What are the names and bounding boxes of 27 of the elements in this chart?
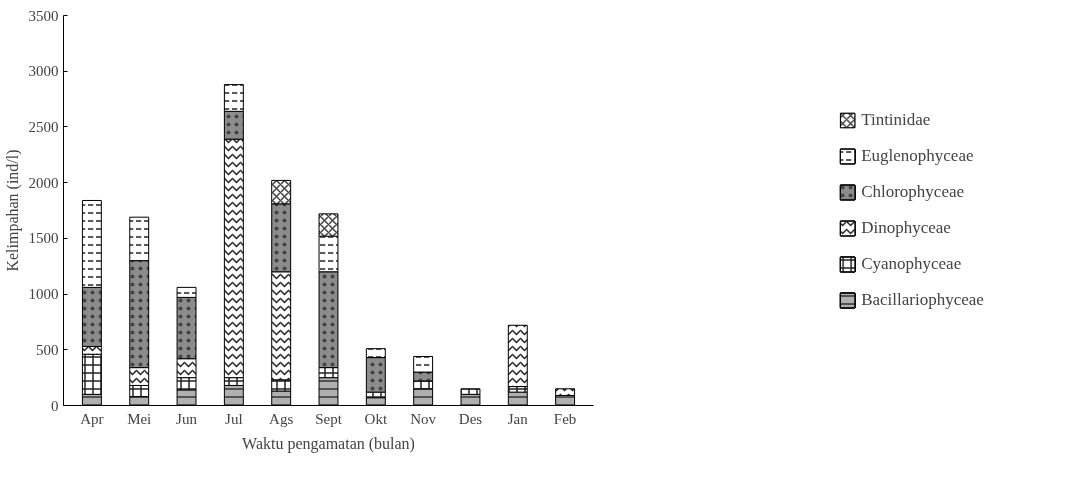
x-tick-label: Okt [364,410,388,427]
legend-label: Dinophyceae [861,218,951,238]
y-tick-label: 500 [36,341,59,358]
x-tick-label: Apr [80,410,104,427]
legend-label: Tintinidae [861,110,931,130]
legend-label: Cyanophyceae [861,254,962,274]
y-tick-label: 1500 [28,230,59,247]
x-tick-label: Jun [176,410,198,427]
y-tick-label: 0 [51,397,59,414]
legend-label: Chlorophyceae [861,182,965,202]
y-axis-title: Kelimpahan (ind/l) [3,149,22,272]
x-tick-label: Sept [315,410,343,427]
x-tick-label: Jan [507,410,529,427]
y-tick-label: 3500 [28,7,59,24]
y-tick-label: 1000 [28,286,59,303]
x-tick-label: Ags [269,410,294,427]
legend-label: Bacillariophyceae [861,290,984,310]
y-tick-label: 2500 [28,118,59,135]
x-axis-title: Waktu pengamatan (bulan) [242,434,415,453]
x-tick-label: Mei [127,410,152,427]
y-tick-label: 2000 [28,174,59,191]
x-tick-label: Des [458,410,483,427]
x-tick-label: Nov [410,410,437,427]
legend-label: Euglenophyceae [861,146,974,166]
x-tick-label: Jul [225,410,243,427]
y-tick-label: 3000 [28,63,59,80]
x-tick-label: Feb [553,410,577,427]
